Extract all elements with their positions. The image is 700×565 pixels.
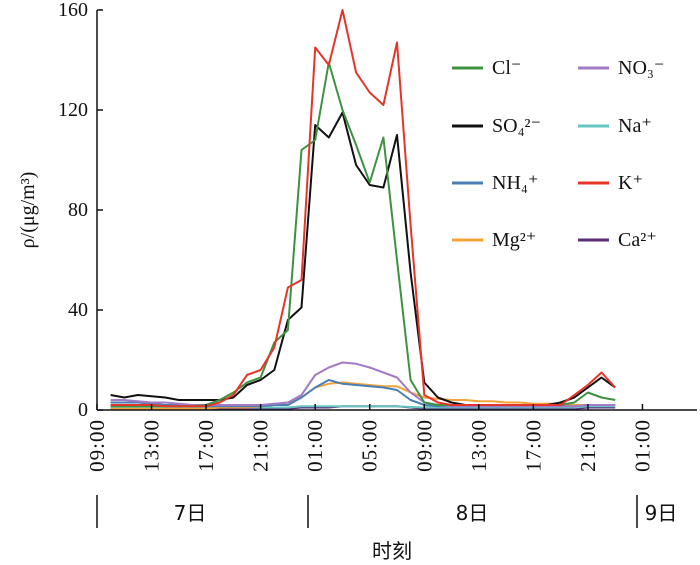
- legend-label-nh4: NH₄⁺: [492, 172, 538, 194]
- series-layer: [110, 9, 616, 410]
- series-line-na: [110, 405, 616, 409]
- x-tick-label: 01:00: [303, 419, 327, 472]
- series-line-no3: [110, 361, 616, 408]
- series-line-mg: [110, 381, 616, 410]
- y-tick-label: 80: [68, 199, 88, 221]
- y-axis-label: ρ/(μg/m³): [17, 172, 39, 249]
- legend-label-ca: Ca²⁺: [618, 229, 657, 251]
- legend: Cl⁻ NO₃⁻ SO₄²⁻ Na⁺ NH₄⁺ K⁺ Mg²⁺ Ca²⁺: [452, 57, 664, 251]
- day-label-7: 7日: [174, 501, 207, 525]
- series-line-so4: [110, 111, 616, 406]
- x-tick-label: 21:00: [249, 419, 273, 472]
- x-axis-label: 时刻: [372, 539, 412, 563]
- x-tick-label: 13:00: [467, 419, 491, 472]
- x-ticks: 09:00 13:00 17:00 21:00 01:00 05:00 09:00 13:00…: [85, 404, 655, 472]
- x-tick-label: 13:00: [140, 419, 164, 472]
- legend-label-so4: SO₄²⁻: [492, 115, 541, 137]
- y-tick-label: 0: [78, 399, 88, 421]
- x-tick-label: 09:00: [85, 419, 109, 472]
- x-tick-label: 05:00: [358, 419, 382, 472]
- y-tick-label: 120: [58, 99, 88, 121]
- y-tick-label: 40: [68, 299, 88, 321]
- x-tick-label: 09:00: [412, 419, 436, 472]
- x-tick-label: 17:00: [194, 419, 218, 472]
- x-tick-label: 21:00: [576, 419, 600, 472]
- x-tick-label: 01:00: [631, 419, 655, 472]
- series-line-k: [110, 9, 616, 408]
- legend-label-cl: Cl⁻: [492, 57, 521, 79]
- legend-label-mg: Mg²⁺: [492, 229, 536, 251]
- day-label-8: 8日: [456, 501, 489, 525]
- y-tick-label: 160: [58, 0, 88, 21]
- legend-label-k: K⁺: [618, 172, 643, 194]
- legend-label-na: Na⁺: [618, 115, 652, 137]
- legend-label-no3: NO₃⁻: [618, 57, 664, 79]
- y-ticks: 0 40 80 120 160: [58, 0, 103, 421]
- day-label-9: 9日: [645, 501, 678, 525]
- x-tick-label: 17:00: [521, 419, 545, 472]
